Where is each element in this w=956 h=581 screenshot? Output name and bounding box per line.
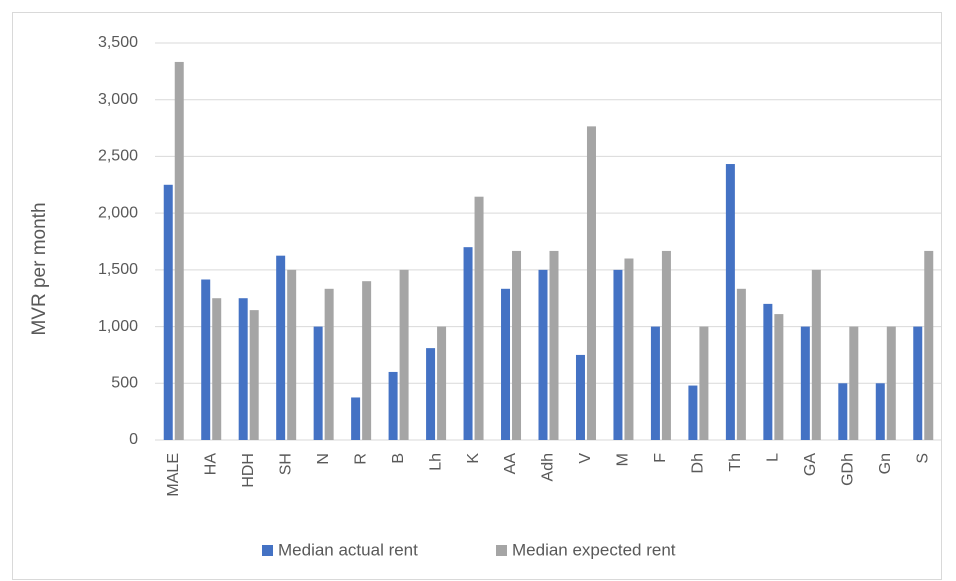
bars — [163, 61, 934, 441]
bar-actual-rent — [201, 279, 211, 440]
bar-expected-rent — [586, 126, 596, 441]
x-tick-label: V — [577, 453, 594, 464]
x-tick-label: GDh — [840, 453, 857, 486]
bar-actual-rent — [388, 371, 398, 440]
y-tick-label: 2,500 — [98, 148, 138, 165]
legend-label-actual: Median actual rent — [278, 540, 418, 559]
bar-actual-rent — [575, 354, 585, 440]
x-tick-label: N — [315, 453, 332, 465]
x-tick-label: M — [615, 453, 632, 466]
bar-expected-rent — [661, 250, 671, 440]
bar-actual-rent — [650, 326, 660, 440]
bar-actual-rent — [501, 288, 511, 440]
legend-swatch-expected — [496, 545, 507, 556]
bar-actual-rent — [351, 397, 361, 440]
bar-actual-rent — [688, 385, 698, 440]
y-tick-label: 2,000 — [98, 204, 138, 221]
x-tick-label: K — [465, 453, 482, 464]
x-tick-label: R — [352, 453, 369, 465]
bar-actual-rent — [838, 383, 848, 440]
bar-expected-rent — [212, 298, 222, 440]
x-tick-label: S — [914, 453, 931, 464]
bar-actual-rent — [276, 255, 286, 440]
y-tick-label: 3,500 — [98, 34, 138, 51]
bar-actual-rent — [725, 164, 735, 440]
x-tick-label: MALE — [165, 453, 182, 497]
y-tick-labels: 0 500 1,000 1,500 2,000 2,500 3,000 3,500 — [98, 34, 138, 448]
x-tick-label: HDH — [240, 453, 257, 488]
bar-expected-rent — [474, 196, 484, 440]
bar-expected-rent — [287, 269, 297, 440]
bar-expected-rent — [362, 281, 372, 440]
bar-expected-rent — [924, 250, 934, 440]
legend: Median actual rent Median expected rent — [262, 540, 676, 559]
bar-actual-rent — [875, 383, 885, 440]
bar-actual-rent — [463, 247, 473, 440]
bar-expected-rent — [774, 314, 784, 440]
bar-expected-rent — [549, 250, 559, 440]
bar-actual-rent — [613, 269, 623, 440]
x-tick-label: Gn — [877, 453, 894, 474]
legend-swatch-actual — [262, 545, 273, 556]
bar-actual-rent — [913, 326, 923, 440]
x-tick-label: L — [765, 453, 782, 462]
bar-actual-rent — [763, 303, 773, 440]
bar-expected-rent — [736, 288, 746, 440]
bar-actual-rent — [163, 184, 173, 440]
x-tick-label: Dh — [690, 453, 707, 473]
bar-expected-rent — [437, 326, 447, 440]
y-axis-label: MVR per month — [29, 202, 50, 335]
x-tick-label: GA — [802, 453, 819, 476]
bar-expected-rent — [624, 258, 634, 440]
bar-actual-rent — [238, 298, 248, 440]
legend-label-expected: Median expected rent — [512, 540, 676, 559]
bar-actual-rent — [313, 326, 323, 440]
x-tick-label: Adh — [540, 453, 557, 481]
x-tick-label: HA — [202, 453, 219, 476]
bar-expected-rent — [512, 250, 522, 440]
x-tick-label: Lh — [427, 453, 444, 471]
bar-expected-rent — [699, 326, 709, 440]
bar-expected-rent — [324, 288, 334, 440]
x-tick-label: Th — [727, 453, 744, 472]
bar-actual-rent — [800, 326, 810, 440]
gridlines — [155, 42, 942, 441]
x-tick-label: AA — [502, 453, 519, 475]
y-tick-label: 1,000 — [98, 318, 138, 335]
y-tick-label: 0 — [129, 431, 138, 448]
bar-actual-rent — [538, 269, 548, 440]
bar-expected-rent — [811, 269, 821, 440]
x-tick-label: SH — [277, 453, 294, 475]
y-tick-label: 500 — [111, 375, 138, 392]
bar-expected-rent — [849, 326, 859, 440]
x-tick-labels: MALE HA HDH SH N R B Lh K AA Adh V M F Dh Th L GA GDh Gn S — [165, 453, 932, 497]
x-tick-label: F — [652, 453, 669, 463]
bar-expected-rent — [886, 326, 896, 440]
bar-actual-rent — [426, 348, 436, 440]
y-tick-label: 3,000 — [98, 91, 138, 108]
x-tick-label: B — [390, 453, 407, 464]
bar-expected-rent — [399, 269, 409, 440]
bar-expected-rent — [249, 310, 259, 440]
y-tick-label: 1,500 — [98, 261, 138, 278]
bar-expected-rent — [174, 61, 184, 441]
